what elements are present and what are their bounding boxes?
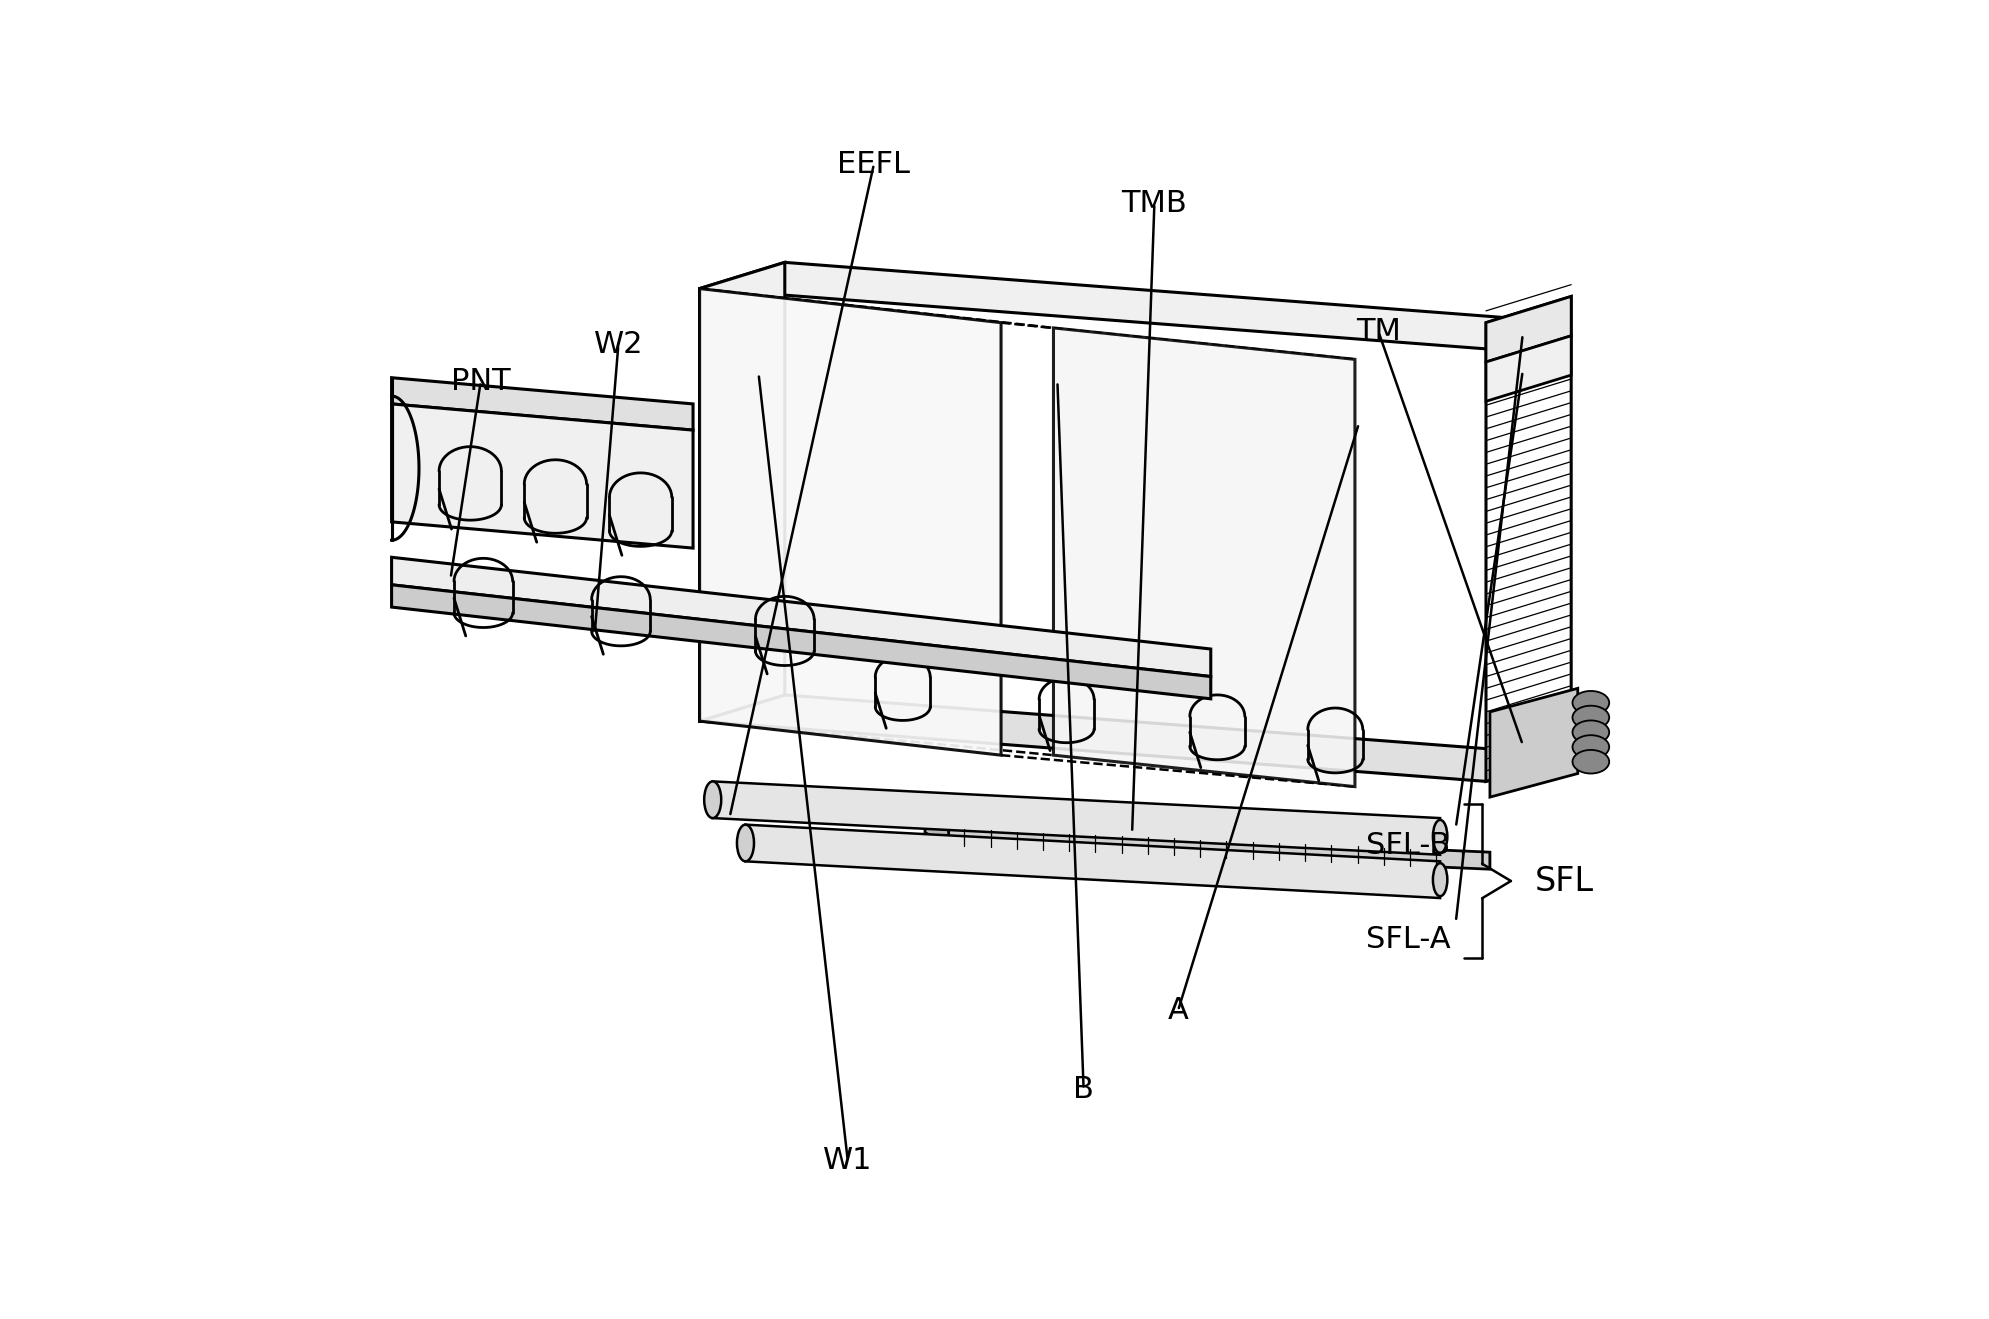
Polygon shape — [1486, 336, 1571, 401]
Text: TM: TM — [1356, 318, 1400, 347]
Polygon shape — [712, 781, 1440, 855]
Text: PNT: PNT — [452, 367, 511, 396]
Polygon shape — [700, 695, 1571, 781]
Polygon shape — [1486, 297, 1571, 781]
Polygon shape — [392, 557, 1211, 677]
Ellipse shape — [1573, 691, 1609, 715]
Ellipse shape — [738, 824, 754, 861]
Text: SFL-B: SFL-B — [1366, 831, 1450, 860]
Polygon shape — [700, 262, 786, 721]
Text: SFL: SFL — [1534, 864, 1593, 897]
Polygon shape — [700, 289, 1000, 756]
Ellipse shape — [1573, 706, 1609, 729]
Text: EEFL: EEFL — [837, 149, 911, 178]
Polygon shape — [392, 404, 692, 549]
Polygon shape — [746, 824, 1440, 898]
Ellipse shape — [1573, 720, 1609, 744]
Text: B: B — [1074, 1075, 1094, 1104]
Ellipse shape — [1573, 735, 1609, 758]
Polygon shape — [1486, 297, 1571, 361]
Text: W2: W2 — [593, 331, 642, 360]
Ellipse shape — [1573, 751, 1609, 773]
Ellipse shape — [1432, 863, 1448, 896]
Polygon shape — [925, 815, 949, 845]
Ellipse shape — [704, 781, 722, 818]
Polygon shape — [392, 377, 692, 430]
Text: SFL-A: SFL-A — [1366, 926, 1450, 955]
Polygon shape — [949, 828, 1490, 869]
Polygon shape — [392, 584, 1211, 699]
Polygon shape — [700, 262, 1571, 348]
Text: A: A — [1168, 996, 1189, 1025]
Text: TMB: TMB — [1122, 189, 1187, 218]
Ellipse shape — [1432, 820, 1448, 853]
Polygon shape — [1054, 328, 1355, 786]
Text: W1: W1 — [823, 1146, 873, 1175]
Polygon shape — [1490, 689, 1577, 797]
